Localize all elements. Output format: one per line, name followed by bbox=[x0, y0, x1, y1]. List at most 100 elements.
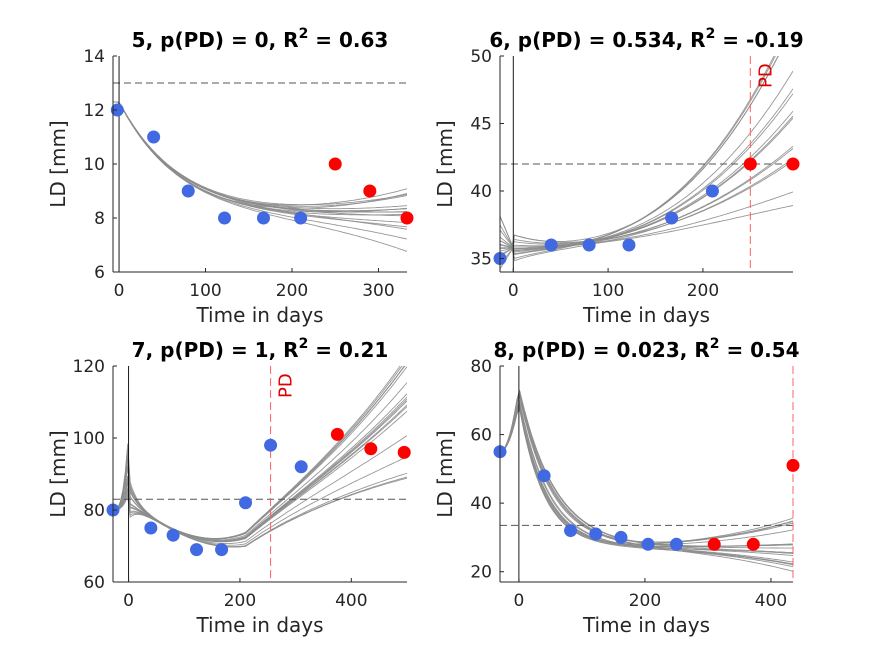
x-axis-label: Time in days bbox=[582, 613, 710, 637]
observed-point bbox=[190, 543, 204, 557]
x-tick-label: 0 bbox=[513, 591, 524, 611]
y-tick-label: 40 bbox=[470, 494, 492, 514]
fit-curve bbox=[113, 101, 407, 252]
fit-curve bbox=[500, 88, 793, 253]
x-tick-label: 100 bbox=[592, 281, 624, 301]
observed-point bbox=[239, 496, 253, 510]
panel-title: 8, p(PD) = 0.023, R2 = 0.54 bbox=[493, 336, 799, 362]
fit-curve bbox=[113, 101, 407, 216]
y-tick-label: 45 bbox=[470, 115, 492, 135]
observed-point bbox=[665, 211, 679, 225]
observed-point bbox=[181, 184, 195, 198]
excluded-point bbox=[397, 445, 411, 459]
observed-point bbox=[147, 130, 161, 144]
fit-curve bbox=[500, 56, 776, 256]
panel-4: 0 200 400 20 40 60 80 Time in days LD [mm] 8, p(P… bbox=[433, 336, 800, 637]
pd-label: PD bbox=[276, 373, 297, 398]
plot-area bbox=[113, 56, 407, 272]
y-tick-label: 100 bbox=[73, 429, 105, 449]
y-tick-label: 80 bbox=[470, 357, 492, 377]
fit-curve bbox=[113, 366, 405, 540]
fit-curve bbox=[113, 477, 407, 548]
fit-curve bbox=[500, 115, 793, 248]
y-tick-label: 80 bbox=[83, 501, 105, 521]
excluded-point bbox=[743, 157, 757, 171]
observed-point bbox=[705, 184, 719, 198]
observed-point bbox=[537, 469, 551, 483]
y-tick-label: 12 bbox=[83, 101, 105, 121]
excluded-point bbox=[786, 458, 800, 472]
observed-point bbox=[215, 543, 229, 557]
fit-curve bbox=[500, 191, 793, 248]
fit-curve bbox=[113, 101, 407, 228]
pd-label: PD bbox=[755, 63, 776, 88]
x-tick-label: 100 bbox=[189, 281, 221, 301]
observed-point bbox=[144, 521, 158, 535]
y-tick-label: 6 bbox=[94, 263, 105, 283]
observed-point bbox=[294, 211, 308, 225]
x-tick-label: 0 bbox=[114, 281, 125, 301]
fit-curve bbox=[113, 366, 407, 540]
excluded-point bbox=[328, 157, 342, 171]
observed-point bbox=[110, 103, 124, 117]
fit-curve bbox=[500, 158, 793, 270]
excluded-point bbox=[400, 211, 414, 225]
fit-curve bbox=[500, 56, 779, 247]
fit-curve bbox=[500, 160, 793, 247]
x-tick-label: 400 bbox=[755, 591, 787, 611]
x-axis-label: Time in days bbox=[195, 303, 323, 327]
fit-curve bbox=[113, 101, 407, 207]
fit-curve bbox=[113, 101, 407, 206]
fit-curve bbox=[500, 56, 775, 265]
y-axis-label: LD [mm] bbox=[433, 430, 457, 517]
y-axis-label: LD [mm] bbox=[46, 430, 70, 517]
observed-point bbox=[669, 537, 683, 551]
fit-curve bbox=[500, 93, 793, 257]
observed-point bbox=[589, 527, 603, 541]
observed-point bbox=[641, 537, 655, 551]
y-tick-label: 10 bbox=[83, 155, 105, 175]
panel-title: 6, p(PD) = 0.534, R2 = -0.19 bbox=[489, 26, 803, 52]
y-tick-label: 60 bbox=[83, 573, 105, 593]
panel-title: 7, p(PD) = 1, R2 = 0.21 bbox=[132, 336, 389, 362]
panel-1: 0 100 200 300 6 8 10 12 14 Time in days LD [mm] 5, … bbox=[46, 26, 414, 327]
plot-area bbox=[113, 366, 407, 582]
panel-2: PD 0 100 200 35 40 45 50 Time in days LD [mm] 6, p… bbox=[433, 26, 804, 327]
observed-point bbox=[218, 211, 232, 225]
fit-curve bbox=[113, 382, 407, 541]
x-tick-label: 0 bbox=[123, 591, 134, 611]
x-tick-label: 400 bbox=[335, 591, 367, 611]
observed-point bbox=[294, 460, 308, 474]
fit-curve bbox=[113, 453, 407, 548]
plot-area bbox=[500, 56, 793, 272]
x-axis-label: Time in days bbox=[582, 303, 710, 327]
x-tick-label: 200 bbox=[629, 591, 661, 611]
y-tick-label: 14 bbox=[83, 47, 105, 67]
observed-point bbox=[614, 530, 628, 544]
y-tick-label: 50 bbox=[470, 47, 492, 67]
fit-curve bbox=[500, 390, 793, 547]
fit-curve bbox=[500, 117, 793, 248]
excluded-point bbox=[746, 537, 760, 551]
observed-point bbox=[256, 211, 270, 225]
observed-point bbox=[264, 438, 278, 452]
fit-curve bbox=[113, 366, 406, 540]
observed-point bbox=[564, 524, 578, 538]
observed-point bbox=[622, 238, 636, 252]
panel-title: 5, p(PD) = 0, R2 = 0.63 bbox=[132, 26, 389, 52]
fit-curve bbox=[113, 101, 407, 210]
observed-point bbox=[544, 238, 558, 252]
x-tick-label: 0 bbox=[508, 281, 519, 301]
y-axis-label: LD [mm] bbox=[46, 120, 70, 207]
panel-3: PD 0 200 400 60 80 100 120 Time in days LD [mm] 7,… bbox=[46, 336, 411, 637]
excluded-point bbox=[363, 184, 377, 198]
y-axis-label: LD [mm] bbox=[433, 120, 457, 207]
y-tick-label: 35 bbox=[470, 250, 492, 270]
observed-point bbox=[582, 238, 596, 252]
excluded-point bbox=[364, 442, 378, 456]
x-tick-label: 200 bbox=[224, 591, 256, 611]
y-tick-label: 8 bbox=[94, 209, 105, 229]
excluded-point bbox=[707, 537, 721, 551]
excluded-point bbox=[786, 157, 800, 171]
